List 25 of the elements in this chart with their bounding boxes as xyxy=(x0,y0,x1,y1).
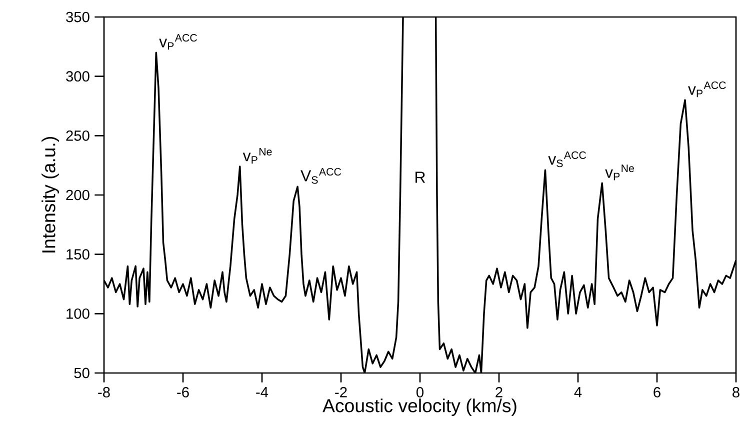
x-tick-label: -8 xyxy=(98,387,110,398)
annotation: v$_{P}$ACC xyxy=(688,81,726,98)
y-tick-label: 350 xyxy=(66,12,90,22)
x-tick-label: -2 xyxy=(335,387,347,398)
annotation: v$_{P}$Ne xyxy=(242,148,272,164)
y-tick-label: 150 xyxy=(66,249,90,260)
y-tick-label: 100 xyxy=(66,308,90,319)
x-tick-label: 8 xyxy=(732,387,740,398)
y-axis-title: Intensity (a.u.) xyxy=(42,137,59,252)
x-tick-label: 4 xyxy=(574,387,582,398)
annotation: R xyxy=(416,172,426,183)
annotation: v$_{P}$Ne xyxy=(605,164,634,180)
x-tick-label: 6 xyxy=(654,387,660,398)
x-axis-title: Acoustic velocity (km/s) xyxy=(322,398,516,416)
y-tick-label: 200 xyxy=(66,190,90,200)
annotation: v$_{P}$ACC xyxy=(159,34,197,50)
y-tick-label: 300 xyxy=(66,71,90,82)
annotation: V$_{S}$ACC xyxy=(300,168,342,184)
x-tick-label: -6 xyxy=(177,387,189,398)
y-tick-label: 250 xyxy=(66,130,90,141)
annotation: v$_{S}$ACC xyxy=(548,151,586,168)
x-tick-label: -4 xyxy=(256,387,268,398)
y-tick-label: 50 xyxy=(74,368,90,378)
x-tick-label: 0 xyxy=(416,387,424,398)
x-tick-label: 2 xyxy=(496,387,502,398)
